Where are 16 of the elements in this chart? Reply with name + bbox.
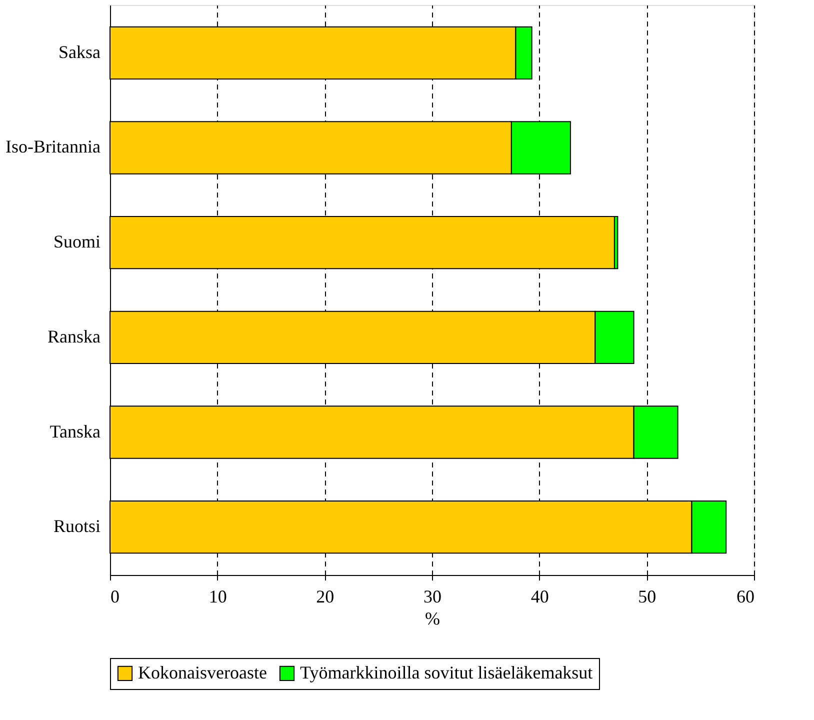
x-tick-label: 40 bbox=[530, 586, 549, 606]
x-tick-label: 20 bbox=[316, 586, 334, 606]
y-tick-label: Ruotsi bbox=[53, 516, 100, 536]
legend-label: Kokonaisveroaste bbox=[138, 662, 267, 682]
y-tick-label: Suomi bbox=[53, 232, 100, 252]
x-tick-label: 60 bbox=[736, 586, 754, 606]
y-tick-label: Ranska bbox=[48, 326, 100, 346]
x-tick-label: 50 bbox=[638, 586, 656, 606]
x-tick-label: 30 bbox=[424, 586, 442, 606]
y-tick-label: Saksa bbox=[58, 42, 101, 62]
x-tick-label: 10 bbox=[208, 586, 227, 606]
y-tick-label: Iso-Britannia bbox=[6, 136, 100, 157]
legend-label: Työmarkkinoilla sovitut lisäeläkemaksut bbox=[300, 662, 593, 682]
x-axis-title: % bbox=[425, 608, 440, 628]
y-tick-label: Tanska bbox=[50, 421, 100, 442]
x-tick-label: 0 bbox=[110, 586, 120, 606]
